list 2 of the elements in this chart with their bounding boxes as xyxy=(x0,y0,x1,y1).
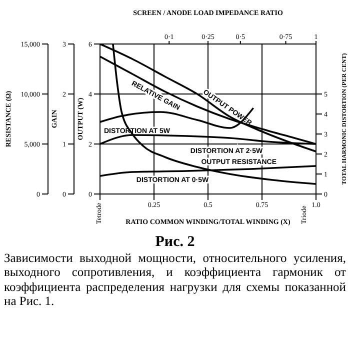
text: Зависимости выходной мощности, относительного усиления, выходного сопротивления, и коэффициента гармоник от коэффициента распределения нагрузки для схемы показанной на Рис. 1. xyxy=(3,251,347,308)
text: Рис. 2 xyxy=(154,234,196,251)
